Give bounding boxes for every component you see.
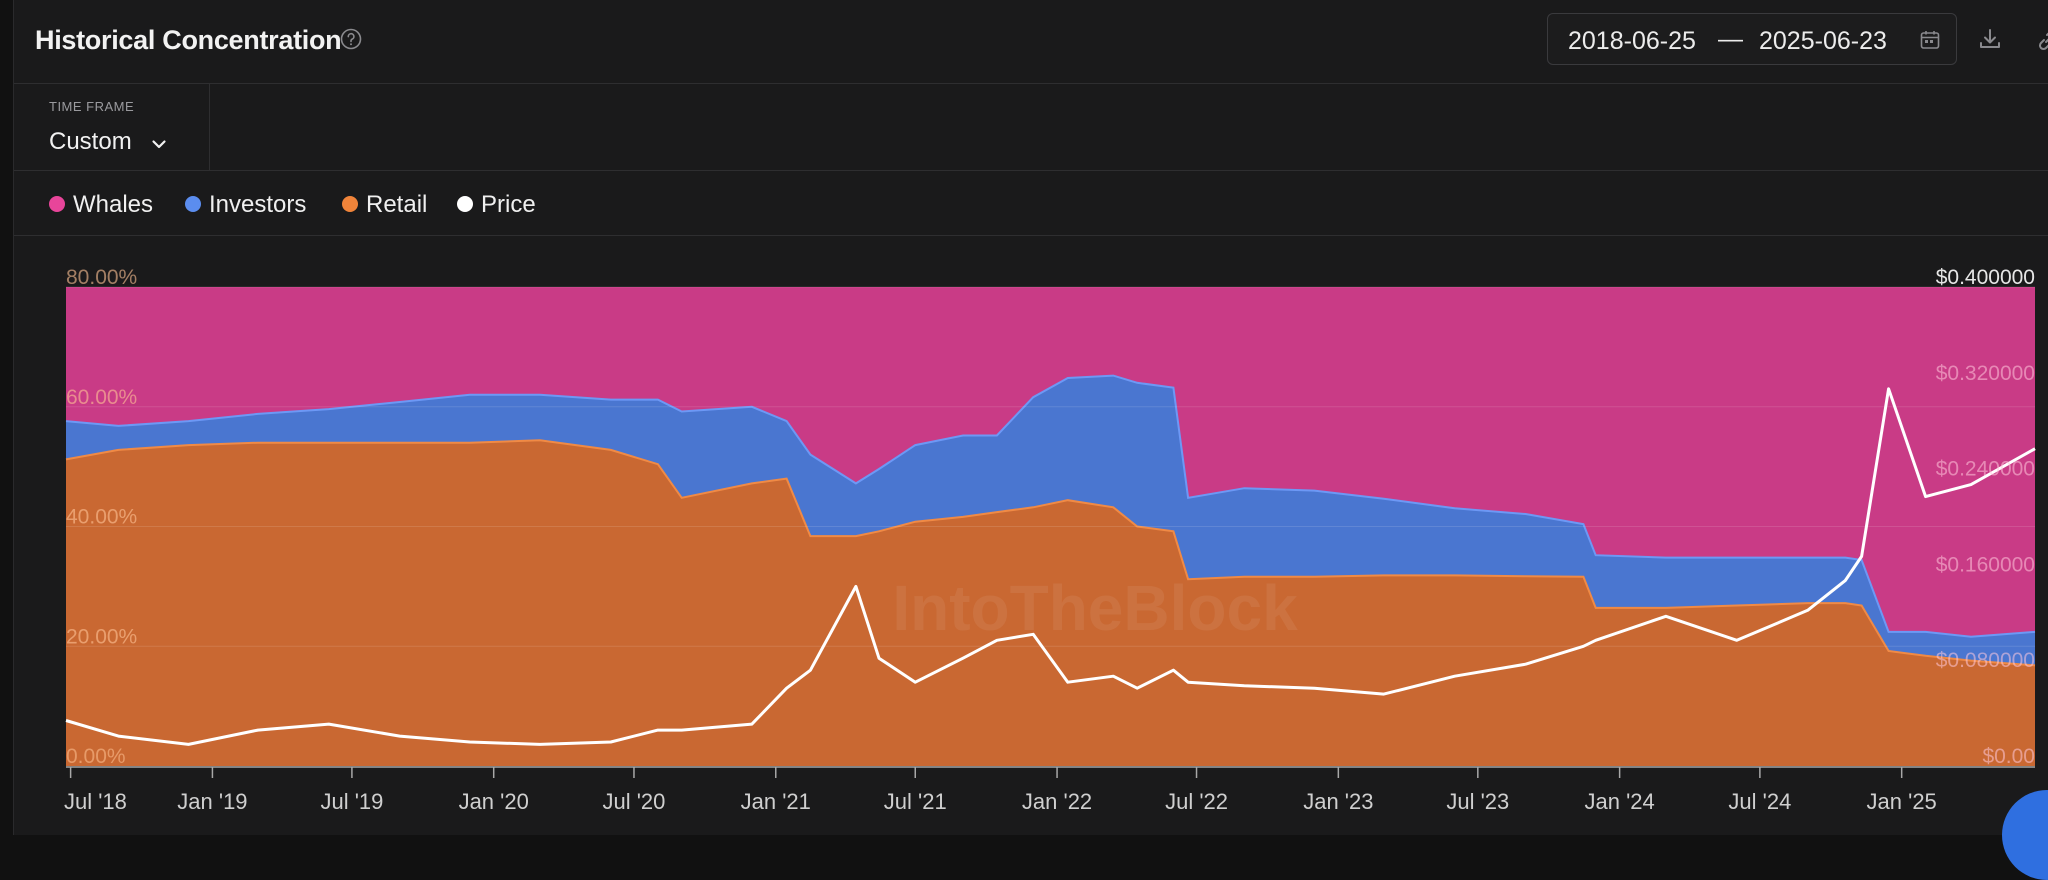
timeframe-label: TIME FRAME <box>49 99 135 114</box>
legend-label-whales: Whales <box>73 191 154 218</box>
x-tick-label: Jan '24 <box>1584 789 1654 814</box>
y-tick-right: $0.080000 <box>1936 649 2035 672</box>
x-tick-label: Jul '24 <box>1728 789 1791 814</box>
x-tick-label: Jan '21 <box>741 789 811 814</box>
calendar-icon[interactable] <box>1919 29 1941 51</box>
retail-edge <box>65 439 2036 667</box>
y-tick-left: 40.00% <box>66 506 137 529</box>
y-tick-right: $0.00 <box>1982 745 2035 768</box>
legend-dot-retail <box>342 196 358 212</box>
y-tick-right: $0.160000 <box>1936 553 2035 576</box>
legend-dot-investors <box>185 196 201 212</box>
date-start[interactable]: 2018-06-25 <box>1568 27 1696 55</box>
help-icon[interactable] <box>340 28 362 50</box>
y-tick-left: 80.00% <box>66 266 137 289</box>
y-tick-left: 60.00% <box>66 386 137 409</box>
legend-dot-whales <box>49 196 65 212</box>
investors-edge <box>65 374 2036 638</box>
chart-legend: Whales Investors Retail Price <box>14 171 2048 236</box>
y-tick-right: $0.320000 <box>1936 362 2035 385</box>
y-tick-right: $0.240000 <box>1936 458 2035 481</box>
x-tick-label: Jan '23 <box>1303 789 1373 814</box>
timeframe-selector[interactable]: TIME FRAME Custom <box>14 84 210 170</box>
legend-label-retail: Retail <box>366 191 428 218</box>
download-icon[interactable] <box>1977 26 2003 52</box>
date-separator: — <box>1718 25 1743 53</box>
x-tick-label: Jan '19 <box>177 789 247 814</box>
date-end[interactable]: 2025-06-23 <box>1759 27 1887 55</box>
x-tick-label: Jul '19 <box>320 789 383 814</box>
concentration-chart[interactable]: IntoTheBlock 0.00% 20.00% 40.00% 60.00% 80.00… <box>0 0 2048 835</box>
page-title: Historical Concentration <box>35 25 342 55</box>
legend-label-investors: Investors <box>209 191 307 218</box>
link-icon[interactable] <box>2035 27 2048 53</box>
x-tick-label: Jul '18 <box>64 789 127 814</box>
chevron-down-icon[interactable] <box>150 135 168 153</box>
x-tick-label: Jan '22 <box>1022 789 1092 814</box>
y-tick-left: 0.00% <box>66 745 126 768</box>
y-tick-left: 20.00% <box>66 625 137 648</box>
timeframe-value[interactable]: Custom <box>49 128 132 155</box>
legend-label-price: Price <box>481 191 536 218</box>
x-tick-label: Jan '25 <box>1867 789 1937 814</box>
price-line <box>65 387 2036 746</box>
y-tick-right: $0.400000 <box>1936 266 2035 289</box>
x-tick-label: Jan '20 <box>459 789 529 814</box>
x-tick-label: Jul '23 <box>1446 789 1509 814</box>
x-tick-label: Jul '22 <box>1165 789 1228 814</box>
timeframe-row: TIME FRAME Custom <box>14 84 2048 171</box>
x-tick-label: Jul '20 <box>603 789 666 814</box>
retail-area <box>66 440 2035 766</box>
x-tick-label: Jul '21 <box>884 789 947 814</box>
legend-dot-price <box>457 196 473 212</box>
watermark: IntoTheBlock <box>892 572 1298 644</box>
panel-header: Historical Concentration 2018-06-25 — 20… <box>14 0 2048 84</box>
date-range-picker[interactable]: 2018-06-25 — 2025-06-23 <box>1547 13 1957 65</box>
